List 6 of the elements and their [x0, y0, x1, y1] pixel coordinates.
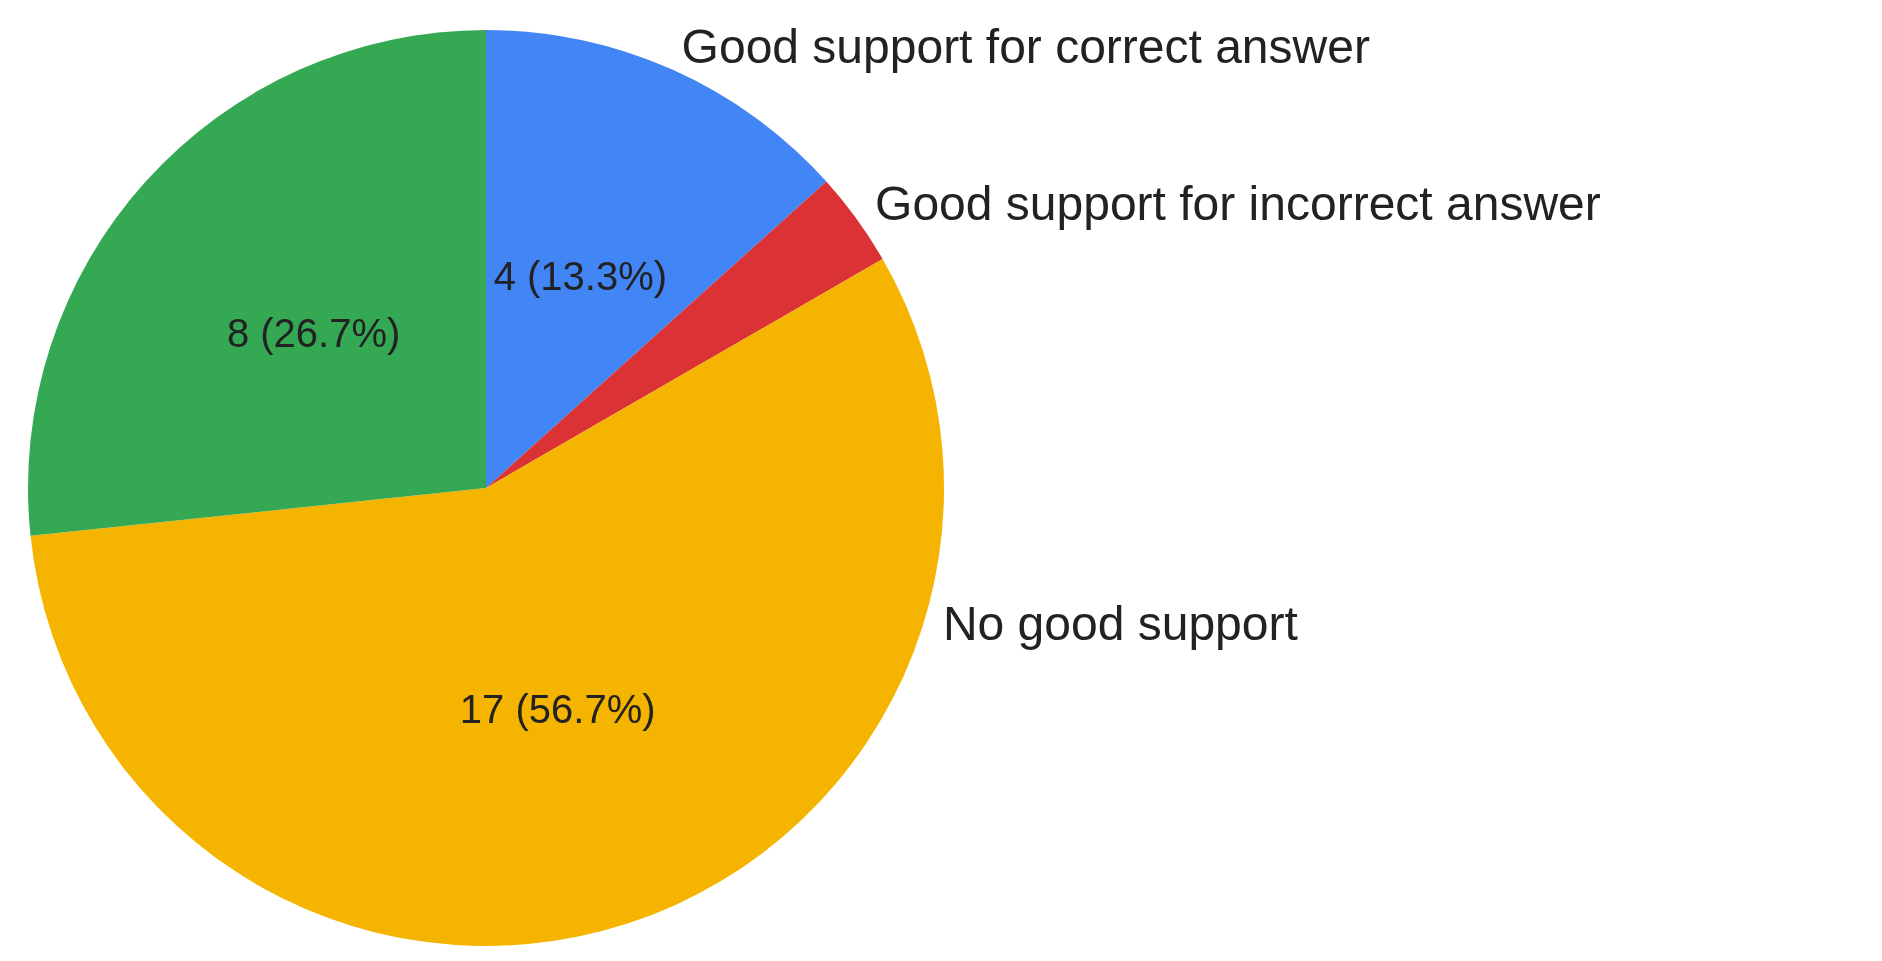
slice-label: Good support for correct answer [681, 20, 1370, 74]
data-label: 4 (13.3%) [493, 254, 668, 299]
data-label: 8 (26.7%) [226, 310, 401, 355]
slice-label: Good support for incorrect answer [875, 176, 1601, 230]
data-label: 17 (56.7%) [459, 686, 656, 731]
slice-label: No good support [942, 596, 1298, 650]
